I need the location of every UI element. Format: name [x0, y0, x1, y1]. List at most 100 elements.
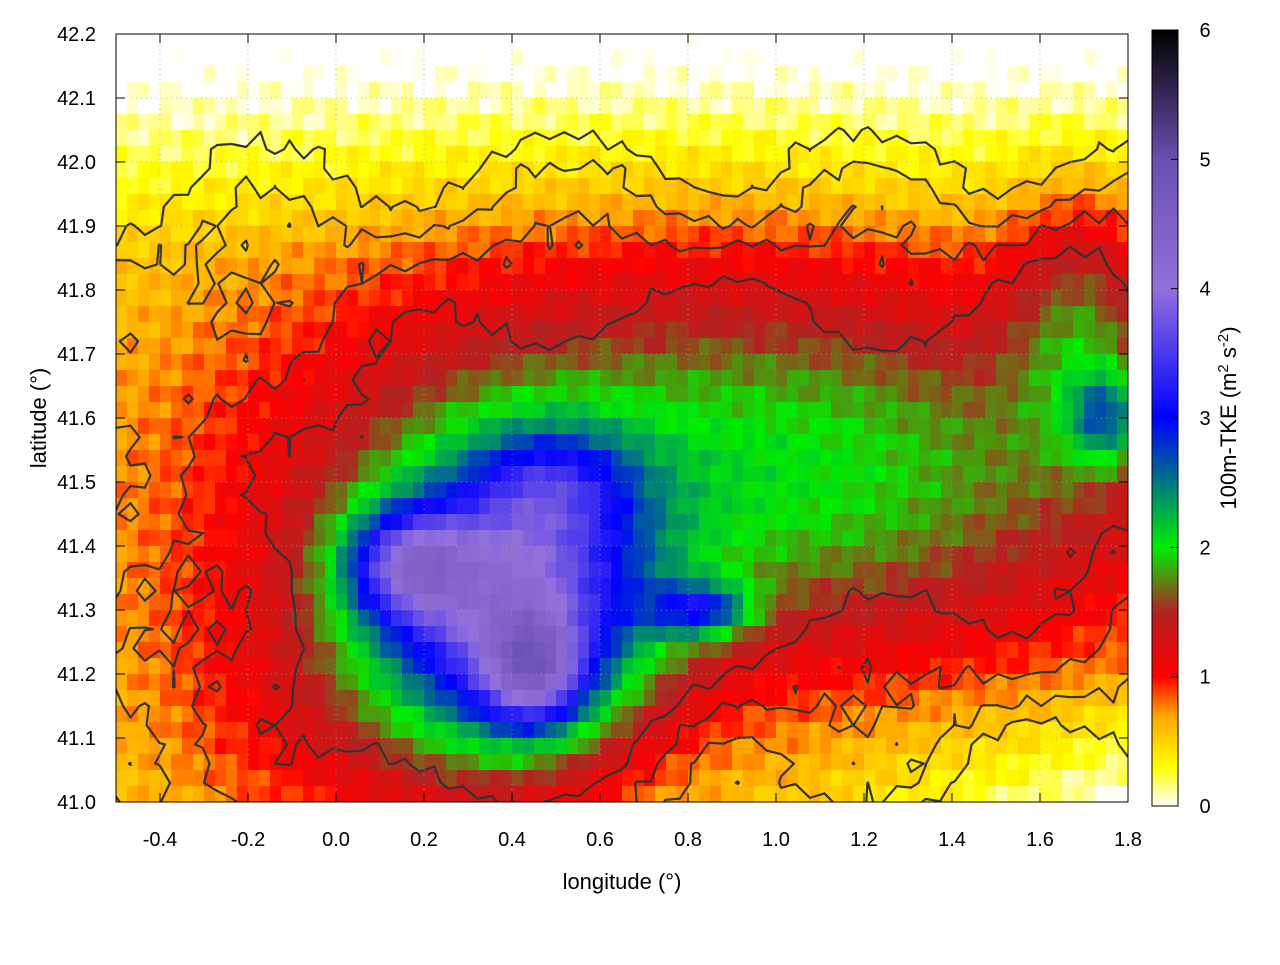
heatmap-cell: [1018, 594, 1030, 611]
heatmap-cell: [974, 306, 986, 323]
heatmap-cell: [809, 450, 821, 467]
heatmap-cell: [193, 626, 205, 643]
heatmap-cell: [963, 722, 975, 739]
heatmap-cell: [490, 562, 502, 579]
heatmap-cell: [589, 66, 601, 83]
heatmap-cell: [204, 578, 216, 595]
heatmap-cell: [1029, 162, 1041, 179]
heatmap-cell: [292, 354, 304, 371]
heatmap-cell: [325, 290, 337, 307]
heatmap-cell: [754, 562, 766, 579]
heatmap-cell: [897, 66, 909, 83]
heatmap-cell: [919, 450, 931, 467]
heatmap-cell: [226, 674, 238, 691]
heatmap-cell: [270, 50, 282, 67]
heatmap-cell: [842, 242, 854, 259]
heatmap-cell: [314, 674, 326, 691]
heatmap-cell: [952, 178, 964, 195]
heatmap-cell: [1040, 514, 1052, 531]
heatmap-cell: [556, 578, 568, 595]
heatmap-cell: [303, 82, 315, 99]
heatmap-cell: [974, 594, 986, 611]
heatmap-cell: [1117, 514, 1128, 531]
heatmap-cell: [435, 98, 447, 115]
heatmap-cell: [611, 466, 623, 483]
heatmap-cell: [919, 610, 931, 627]
heatmap-cell: [391, 434, 403, 451]
heatmap-cell: [336, 322, 348, 339]
heatmap-cell: [171, 370, 183, 387]
heatmap-cell: [985, 738, 997, 755]
heatmap-cell: [886, 770, 898, 787]
heatmap-cell: [314, 690, 326, 707]
heatmap-cell: [1007, 434, 1019, 451]
heatmap-cell: [699, 386, 711, 403]
heatmap-cell: [270, 722, 282, 739]
heatmap-cell: [919, 530, 931, 547]
heatmap-cell: [699, 66, 711, 83]
heatmap-cell: [600, 402, 612, 419]
heatmap-cell: [1106, 530, 1118, 547]
heatmap-cell: [842, 258, 854, 275]
heatmap-cell: [666, 274, 678, 291]
heatmap-cell: [908, 610, 920, 627]
heatmap-cell: [644, 98, 656, 115]
heatmap-cell: [457, 642, 469, 659]
heatmap-cell: [226, 706, 238, 723]
heatmap-cell: [963, 226, 975, 243]
heatmap-cell: [688, 450, 700, 467]
heatmap-cell: [116, 498, 128, 515]
heatmap-cell: [402, 546, 414, 563]
heatmap-cell: [237, 706, 249, 723]
heatmap-cell: [259, 482, 271, 499]
heatmap-cell: [787, 450, 799, 467]
heatmap-cell: [776, 50, 788, 67]
heatmap-cell: [138, 274, 150, 291]
heatmap-cell: [248, 114, 260, 131]
heatmap-cell: [413, 226, 425, 243]
heatmap-cell: [875, 482, 887, 499]
heatmap-cell: [622, 66, 634, 83]
heatmap-cell: [127, 386, 139, 403]
heatmap-cell: [138, 290, 150, 307]
heatmap-cell: [1095, 370, 1107, 387]
heatmap-cell: [138, 418, 150, 435]
heatmap-cell: [435, 546, 447, 563]
heatmap-cell: [743, 210, 755, 227]
heatmap-cell: [413, 386, 425, 403]
heatmap-cell: [820, 690, 832, 707]
heatmap-cell: [886, 514, 898, 531]
heatmap-cell: [193, 450, 205, 467]
heatmap-cell: [699, 114, 711, 131]
heatmap-cell: [567, 530, 579, 547]
heatmap-cell: [1051, 82, 1063, 99]
heatmap-cell: [567, 194, 579, 211]
heatmap-cell: [600, 130, 612, 147]
heatmap-cell: [523, 66, 535, 83]
heatmap-cell: [446, 722, 458, 739]
heatmap-cell: [1018, 722, 1030, 739]
heatmap-cell: [479, 274, 491, 291]
heatmap-cell: [842, 178, 854, 195]
heatmap-cell: [314, 562, 326, 579]
heatmap-cell: [160, 658, 172, 675]
heatmap-cell: [380, 594, 392, 611]
heatmap-cell: [292, 738, 304, 755]
heatmap-cell: [490, 610, 502, 627]
heatmap-cell: [446, 162, 458, 179]
heatmap-cell: [743, 450, 755, 467]
x-tick-label: 0.0: [322, 829, 350, 851]
heatmap-cell: [193, 402, 205, 419]
heatmap-cell: [1040, 770, 1052, 787]
heatmap-cell: [127, 338, 139, 355]
heatmap-cell: [138, 322, 150, 339]
heatmap-cell: [776, 386, 788, 403]
heatmap-cell: [886, 466, 898, 483]
heatmap-cell: [501, 146, 513, 163]
heatmap-cell: [380, 450, 392, 467]
heatmap-cell: [1018, 562, 1030, 579]
heatmap-cell: [688, 338, 700, 355]
heatmap-cell: [600, 466, 612, 483]
heatmap-cell: [699, 466, 711, 483]
heatmap-cell: [908, 578, 920, 595]
